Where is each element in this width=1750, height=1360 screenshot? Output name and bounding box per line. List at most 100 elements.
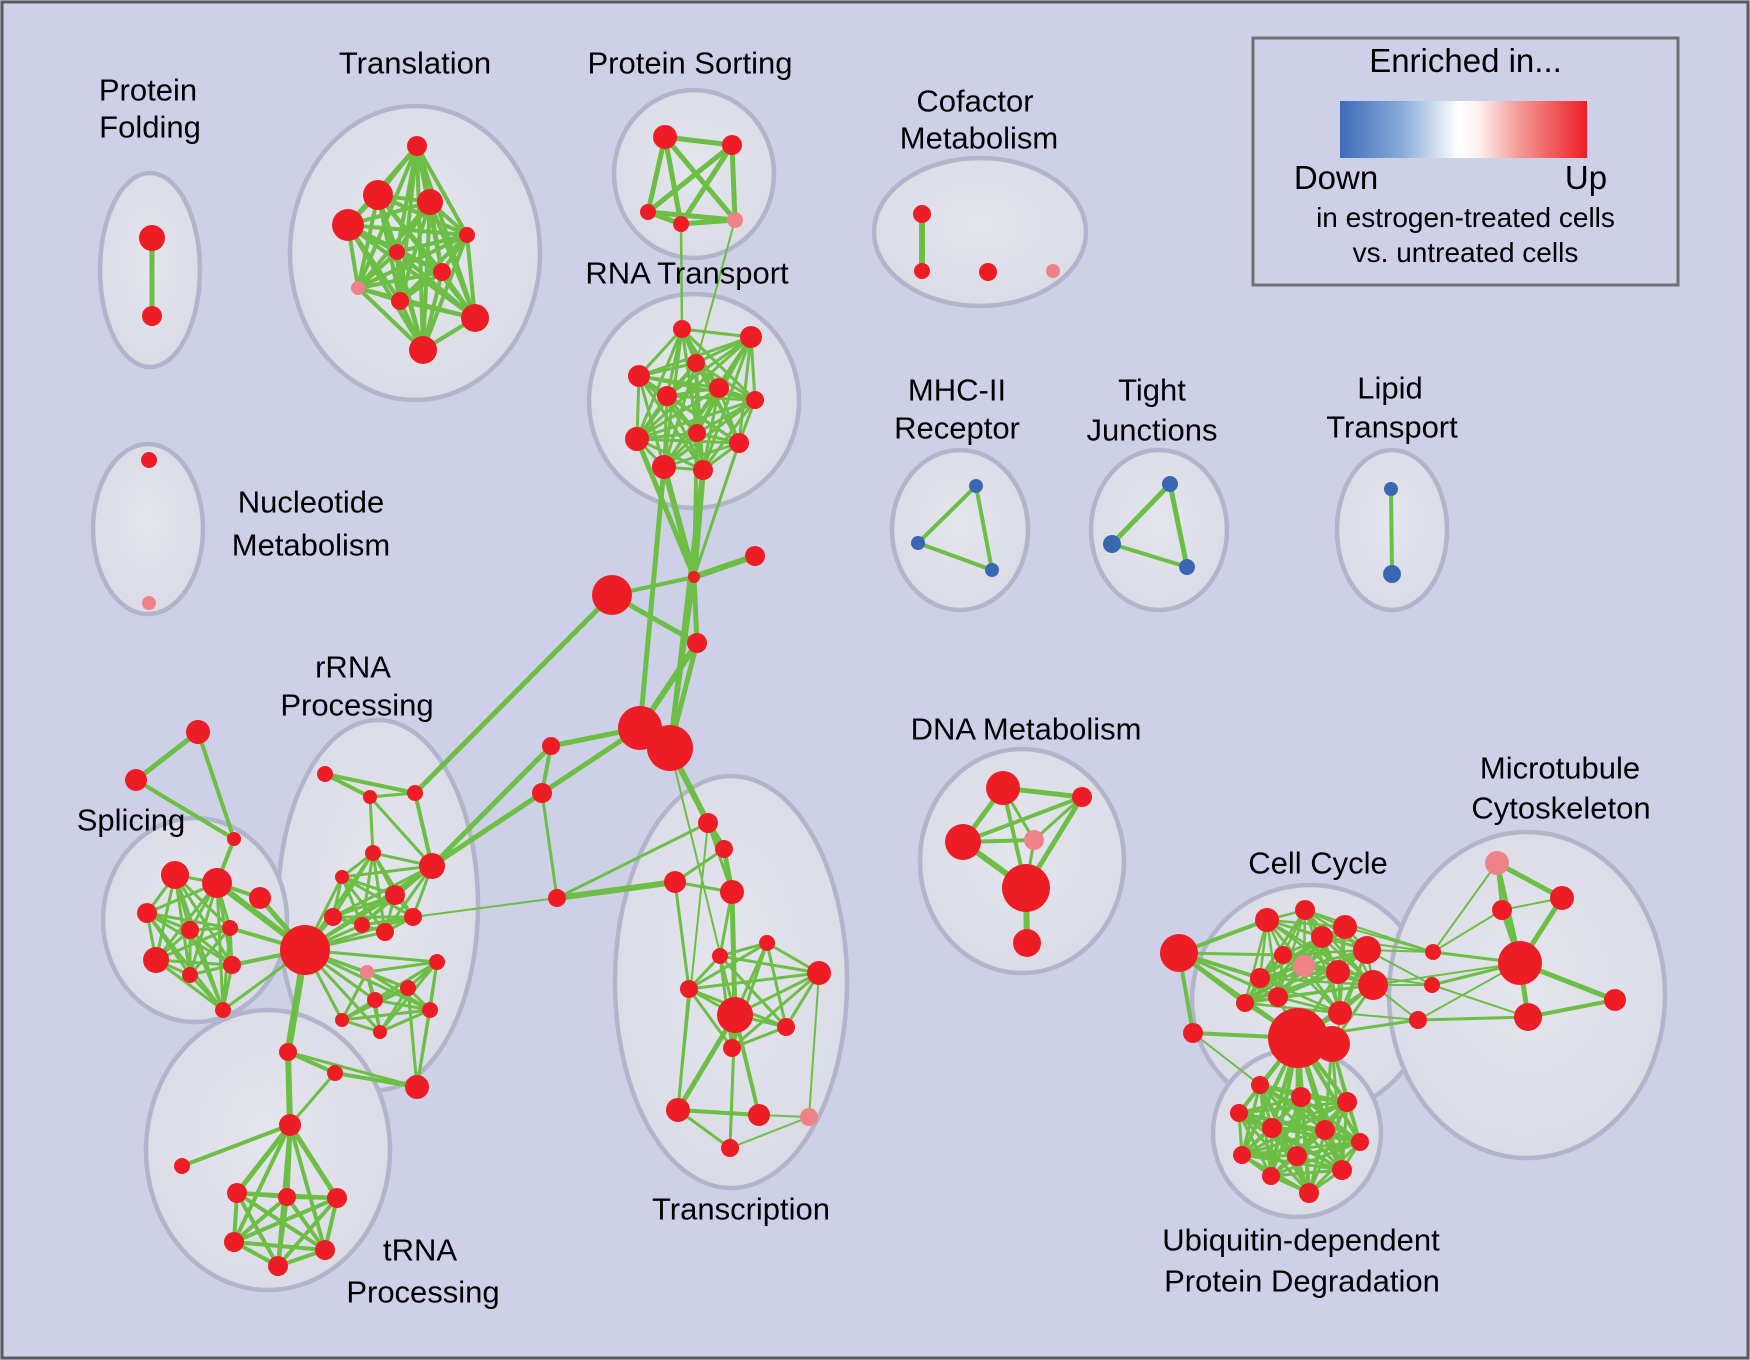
node-rr11[interactable] [404, 908, 422, 926]
node-r6[interactable] [657, 386, 677, 406]
node-hub2[interactable] [647, 725, 693, 771]
node-rr17[interactable] [335, 1013, 349, 1027]
node-rr14[interactable] [400, 980, 416, 996]
node-t3[interactable] [417, 189, 443, 215]
node-ps5[interactable] [727, 212, 743, 228]
node-tr2[interactable] [715, 840, 733, 858]
node-cf4[interactable] [1046, 264, 1060, 278]
node-tr8[interactable] [807, 961, 831, 985]
node-u4[interactable] [1230, 1104, 1248, 1122]
node-j1[interactable] [688, 571, 700, 583]
node-rr5[interactable] [419, 853, 445, 879]
node-hub[interactable] [280, 925, 330, 975]
node-mt3[interactable] [1498, 941, 1542, 985]
node-cc2[interactable] [1295, 900, 1315, 920]
node-t5[interactable] [459, 227, 475, 243]
node-t4[interactable] [332, 209, 364, 241]
node-t8[interactable] [351, 281, 365, 295]
node-tr1[interactable] [698, 813, 718, 833]
node-sp4[interactable] [181, 921, 199, 939]
node-sp8[interactable] [223, 956, 241, 974]
node-sp9[interactable] [215, 1002, 231, 1018]
node-tr3[interactable] [664, 871, 686, 893]
node-rr12[interactable] [360, 965, 374, 979]
node-t11[interactable] [409, 336, 437, 364]
node-st2[interactable] [125, 769, 147, 791]
node-sp10[interactable] [249, 887, 271, 909]
node-rr16[interactable] [422, 1002, 438, 1018]
node-t6[interactable] [389, 244, 405, 260]
node-r7[interactable] [746, 391, 764, 409]
node-t10[interactable] [461, 304, 489, 332]
node-rr8[interactable] [324, 908, 342, 926]
node-rr1[interactable] [317, 766, 333, 782]
node-t2[interactable] [363, 180, 393, 210]
node-pf1[interactable] [139, 225, 165, 251]
node-mtp[interactable] [1485, 851, 1509, 875]
node-mt4[interactable] [1425, 944, 1441, 960]
node-tr7[interactable] [680, 980, 698, 998]
node-d1[interactable] [986, 771, 1020, 805]
node-tj1[interactable] [1162, 476, 1178, 492]
node-rr19[interactable] [405, 1075, 429, 1099]
node-rr6[interactable] [335, 870, 349, 884]
node-cc7[interactable] [1268, 987, 1288, 1007]
node-tr12[interactable] [666, 1098, 690, 1122]
node-d2[interactable] [1072, 787, 1092, 807]
node-jr[interactable] [745, 546, 765, 566]
node-ps2[interactable] [722, 135, 742, 155]
node-sp5[interactable] [222, 920, 238, 936]
node-cc4[interactable] [1274, 946, 1292, 964]
node-sp1[interactable] [161, 861, 189, 889]
node-rr2[interactable] [363, 790, 377, 804]
node-tr10[interactable] [777, 1018, 795, 1036]
node-rr18[interactable] [373, 1025, 387, 1039]
node-d3[interactable] [945, 824, 981, 860]
node-j2[interactable] [687, 633, 707, 653]
node-tr4[interactable] [720, 880, 744, 904]
node-rr9[interactable] [354, 917, 370, 933]
node-pf2[interactable] [142, 306, 162, 326]
node-r8[interactable] [625, 427, 649, 451]
node-ccp[interactable] [1293, 955, 1315, 977]
node-d4[interactable] [1024, 830, 1044, 850]
node-cc9[interactable] [1333, 915, 1357, 939]
node-cc1[interactable] [1255, 908, 1279, 932]
node-tf[interactable] [268, 1256, 288, 1276]
node-tr14[interactable] [800, 1108, 818, 1126]
node-r9[interactable] [688, 424, 706, 442]
node-t9[interactable] [391, 292, 409, 310]
node-u6[interactable] [1315, 1120, 1335, 1140]
node-chl2[interactable] [532, 783, 552, 803]
node-chl3[interactable] [548, 889, 566, 907]
node-r1[interactable] [673, 320, 691, 338]
node-r10[interactable] [729, 433, 749, 453]
node-st3[interactable] [227, 832, 241, 846]
node-tn[interactable] [327, 1065, 343, 1081]
node-mt1[interactable] [1550, 886, 1574, 910]
node-u5[interactable] [1262, 1118, 1282, 1138]
node-t1[interactable] [407, 136, 427, 156]
node-rr7[interactable] [385, 885, 405, 905]
node-cc15[interactable] [1183, 1023, 1203, 1043]
node-td[interactable] [224, 1232, 244, 1252]
node-mt7[interactable] [1514, 1003, 1542, 1031]
node-tr9[interactable] [717, 997, 753, 1033]
node-ps1[interactable] [653, 125, 677, 149]
node-rr10[interactable] [376, 923, 394, 941]
node-cf3[interactable] [979, 263, 997, 281]
node-sp2[interactable] [202, 868, 232, 898]
node-u1[interactable] [1251, 1076, 1269, 1094]
node-sp3[interactable] [137, 903, 157, 923]
node-u10[interactable] [1332, 1160, 1352, 1180]
node-sp6[interactable] [143, 947, 169, 973]
node-d6[interactable] [1013, 929, 1041, 957]
node-tj3[interactable] [1179, 559, 1195, 575]
node-tr13[interactable] [748, 1104, 770, 1126]
node-te[interactable] [315, 1240, 335, 1260]
node-rr13[interactable] [429, 954, 445, 970]
node-m1[interactable] [969, 479, 983, 493]
node-ccg[interactable] [1268, 1008, 1328, 1068]
node-cf1[interactable] [913, 205, 931, 223]
node-l1[interactable] [1384, 482, 1398, 496]
